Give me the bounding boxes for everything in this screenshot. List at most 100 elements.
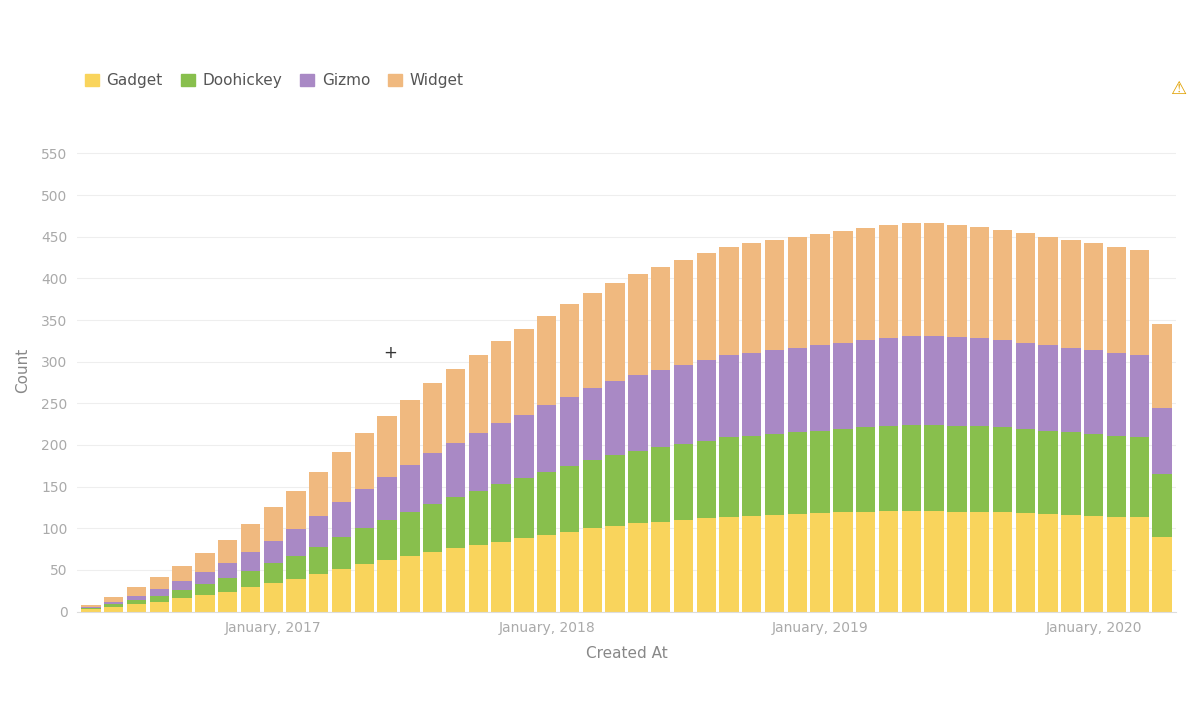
Bar <box>82 607 101 608</box>
Bar <box>559 397 580 466</box>
Bar <box>810 513 830 612</box>
Bar <box>424 454 443 504</box>
Bar <box>173 590 192 598</box>
Bar <box>1129 250 1148 355</box>
Bar <box>764 240 785 350</box>
Bar <box>787 432 808 514</box>
Bar <box>1015 342 1034 429</box>
Bar <box>810 431 830 513</box>
Bar <box>1038 431 1057 514</box>
Bar <box>901 336 922 425</box>
Bar <box>901 224 922 336</box>
Text: +: + <box>383 344 397 362</box>
Bar <box>355 489 374 528</box>
Y-axis label: Count: Count <box>14 347 30 392</box>
Bar <box>605 283 625 381</box>
Bar <box>992 513 1012 612</box>
Bar <box>538 535 557 612</box>
Bar <box>970 426 989 512</box>
Bar <box>104 607 124 612</box>
Bar <box>833 231 853 342</box>
Bar <box>264 563 283 583</box>
Bar <box>742 352 762 436</box>
Bar <box>424 504 443 552</box>
Bar <box>401 513 420 556</box>
Bar <box>924 511 944 612</box>
Bar <box>1015 234 1034 342</box>
Bar <box>650 267 671 370</box>
Bar <box>401 400 420 465</box>
Bar <box>310 574 329 612</box>
Bar <box>515 329 534 415</box>
Bar <box>469 491 488 545</box>
Bar <box>992 427 1012 513</box>
Bar <box>287 579 306 612</box>
Bar <box>538 316 557 405</box>
Bar <box>1106 352 1126 436</box>
Bar <box>856 512 876 612</box>
Bar <box>947 225 966 337</box>
Bar <box>515 538 534 612</box>
Bar <box>1129 355 1148 437</box>
Bar <box>1106 247 1126 352</box>
Bar <box>1106 436 1126 517</box>
Bar <box>970 512 989 612</box>
Bar <box>719 247 739 355</box>
Bar <box>742 436 762 515</box>
Bar <box>764 350 785 434</box>
Bar <box>1084 434 1103 515</box>
Bar <box>742 244 762 352</box>
Bar <box>218 563 238 578</box>
Bar <box>1038 237 1057 345</box>
Bar <box>264 508 283 541</box>
Bar <box>650 447 671 522</box>
Bar <box>538 471 557 535</box>
Bar <box>1038 345 1057 431</box>
Bar <box>515 415 534 478</box>
Bar <box>559 532 580 612</box>
Bar <box>719 437 739 517</box>
Bar <box>1129 437 1148 518</box>
Bar <box>970 337 989 426</box>
Bar <box>173 598 192 612</box>
Bar <box>764 434 785 515</box>
Bar <box>673 260 694 365</box>
Bar <box>696 360 716 441</box>
Bar <box>696 253 716 360</box>
Bar <box>582 528 602 612</box>
Bar <box>82 605 101 607</box>
Bar <box>218 578 238 592</box>
Bar <box>924 425 944 511</box>
Bar <box>332 453 352 503</box>
Bar <box>878 511 899 612</box>
Bar <box>1152 537 1171 612</box>
Bar <box>241 553 260 571</box>
Bar <box>1061 432 1080 515</box>
Text: ⚠: ⚠ <box>1170 80 1187 98</box>
Bar <box>218 540 238 563</box>
Bar <box>196 584 215 595</box>
Bar <box>947 426 966 512</box>
Bar <box>264 583 283 612</box>
Bar <box>127 600 146 604</box>
Bar <box>719 517 739 612</box>
Bar <box>424 383 443 454</box>
Bar <box>582 460 602 528</box>
Bar <box>401 556 420 612</box>
Bar <box>947 512 966 612</box>
Bar <box>287 556 306 579</box>
Bar <box>605 381 625 455</box>
Bar <box>150 596 169 602</box>
Bar <box>947 337 966 426</box>
X-axis label: Created At: Created At <box>586 646 667 661</box>
Bar <box>469 355 488 434</box>
Bar <box>492 542 511 612</box>
Bar <box>287 529 306 556</box>
Bar <box>878 337 899 426</box>
Bar <box>1152 407 1171 474</box>
Bar <box>833 342 853 429</box>
Bar <box>650 370 671 447</box>
Bar <box>901 511 922 612</box>
Bar <box>856 340 876 427</box>
Bar <box>1129 518 1148 612</box>
